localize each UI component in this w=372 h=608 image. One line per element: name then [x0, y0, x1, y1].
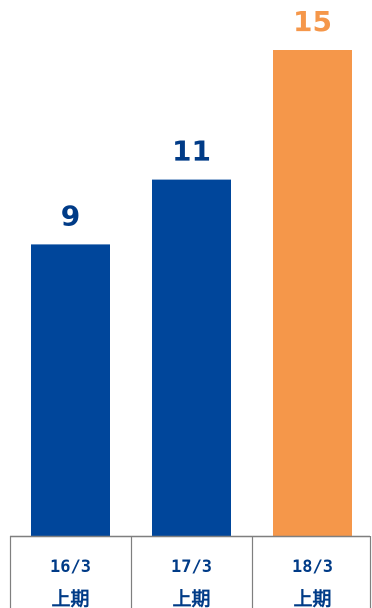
bar-17-3	[152, 179, 231, 536]
bar-16-3	[31, 244, 110, 536]
category-axis	[9, 535, 372, 608]
bars-group	[31, 50, 352, 536]
tick-labels-group: 16/3 上期 17/3 上期 18/3 上期	[50, 557, 333, 608]
data-label-17-3: 11	[172, 135, 211, 168]
data-label-16-3: 9	[61, 199, 80, 232]
tick-sublabel-17-3: 上期	[172, 588, 210, 608]
value-labels-group: 9 11 15	[61, 5, 332, 232]
tick-label-16-3: 16/3	[50, 557, 91, 577]
tick-sublabel-18-3: 上期	[293, 588, 331, 608]
data-label-18-3: 15	[293, 5, 332, 38]
bar-18-3	[273, 50, 352, 536]
tick-sublabel-16-3: 上期	[51, 588, 89, 608]
tick-label-18-3: 18/3	[292, 557, 333, 577]
tick-label-17-3: 17/3	[171, 557, 212, 577]
